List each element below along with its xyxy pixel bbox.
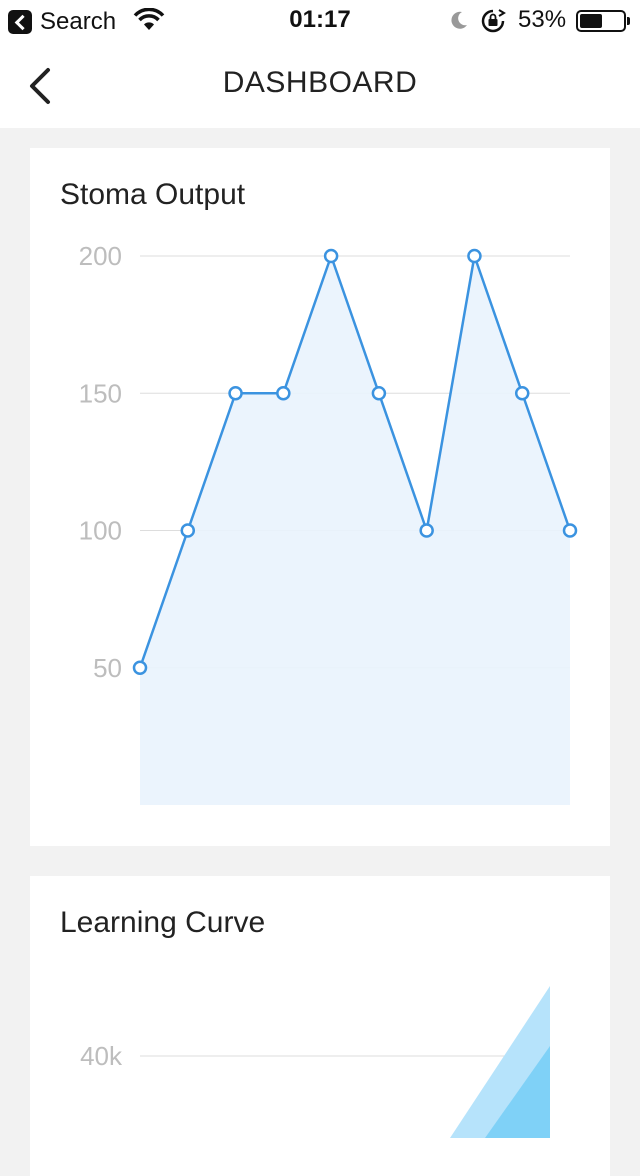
series-area xyxy=(140,256,570,805)
status-time: 01:17 xyxy=(289,6,351,33)
stoma-output-chart: 50 100 150 200 xyxy=(79,241,578,805)
data-point xyxy=(276,386,291,401)
y-tick-label: 40k xyxy=(80,1041,123,1071)
series-area-dark xyxy=(485,1046,550,1138)
stoma-output-card: Stoma Output 50 100 150 200 xyxy=(30,148,610,846)
data-point xyxy=(419,523,434,538)
data-point xyxy=(467,248,482,264)
learning-curve-title: Learning Curve xyxy=(60,906,266,939)
page-title: DASHBOARD xyxy=(222,66,418,99)
data-point xyxy=(371,386,387,401)
orientation-lock-icon xyxy=(481,9,506,33)
y-tick-label: 150 xyxy=(79,378,122,408)
chevron-left-icon[interactable] xyxy=(24,64,64,108)
battery-icon xyxy=(576,10,630,32)
status-bar: Search 01:17 53% xyxy=(0,0,640,40)
learning-curve-card: Learning Curve 40k xyxy=(30,876,610,1176)
back-arrow-icon xyxy=(8,10,32,34)
data-point xyxy=(323,248,339,264)
nav-bar: DASHBOARD xyxy=(0,40,640,128)
back-app-label: Search xyxy=(40,8,117,35)
y-tick-label: 50 xyxy=(93,653,122,683)
data-point xyxy=(132,660,148,675)
data-point xyxy=(562,523,578,538)
wifi-icon xyxy=(133,8,165,30)
learning-curve-chart: 40k xyxy=(80,986,550,1138)
data-point xyxy=(514,386,530,401)
moon-icon xyxy=(451,11,467,29)
y-tick-label: 200 xyxy=(79,241,122,271)
data-point xyxy=(180,523,196,538)
y-tick-label: 100 xyxy=(79,516,122,546)
battery-percent: 53% xyxy=(518,6,567,33)
stoma-output-title: Stoma Output xyxy=(60,178,246,211)
series-line xyxy=(138,254,572,669)
data-point xyxy=(228,386,243,401)
back-to-app[interactable]: Search xyxy=(8,8,116,36)
